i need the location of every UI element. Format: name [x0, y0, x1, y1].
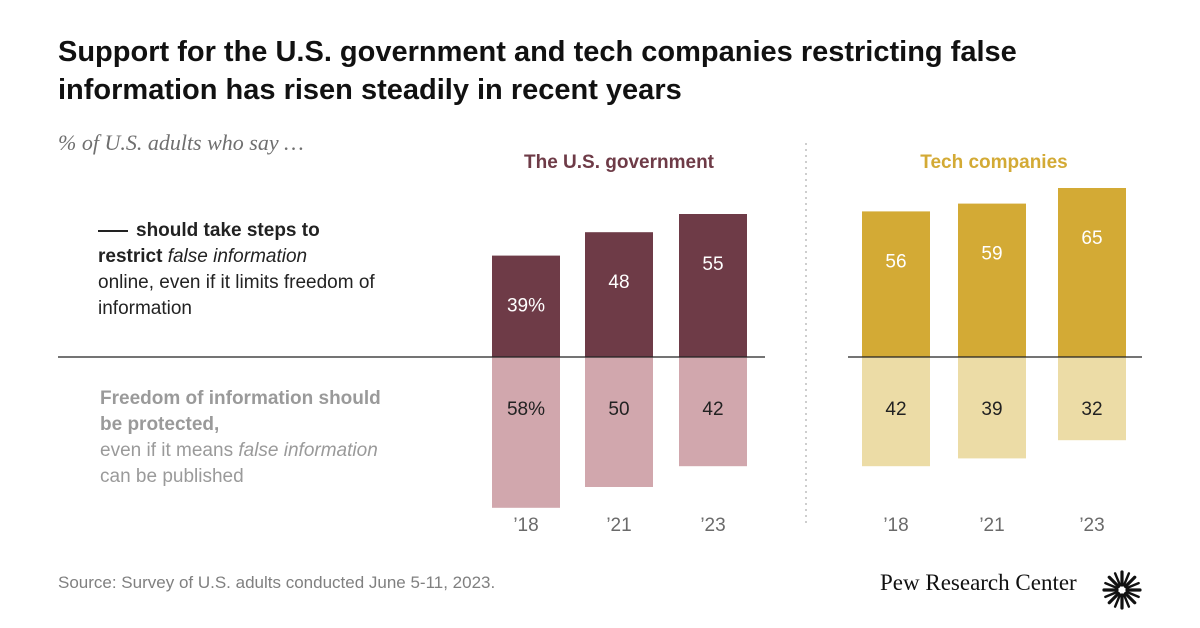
label-protect-gov-1: 50: [608, 399, 629, 420]
blank-line: [98, 230, 128, 232]
logo-ray: [1113, 593, 1122, 608]
logo-ray: [1113, 572, 1122, 587]
bar-protect-tech-1: [958, 357, 1026, 459]
logo-ray: [1122, 593, 1131, 608]
label-restrict-tech-2: 65: [1081, 228, 1102, 249]
bar-restrict-tech-2: [1058, 188, 1126, 357]
label-protect-gov-2: 42: [702, 399, 723, 420]
restrict-bold: restrict: [98, 246, 163, 267]
logo-ray: [1123, 575, 1137, 589]
logo-ray: [1107, 591, 1121, 605]
bar-restrict-gov-2: [679, 214, 747, 357]
label-protect-tech-2: 32: [1081, 399, 1102, 420]
protect-post: can be published: [100, 466, 244, 487]
bar-protect-gov-1: [585, 357, 653, 487]
restrict-prefix: should take steps to: [136, 220, 320, 241]
bar-restrict-tech-0: [862, 211, 930, 357]
source-note: Source: Survey of U.S. adults conducted …: [58, 573, 496, 592]
logo-ray: [1125, 590, 1140, 599]
x-tick-tech-1: ’21: [979, 515, 1004, 536]
protect-label: Freedom of information should be protect…: [100, 386, 400, 490]
protect-pre: even if it means: [100, 440, 234, 461]
logo-ray: [1125, 581, 1140, 590]
logo-ray: [1122, 572, 1131, 587]
restrict-label: should take steps to restrict false info…: [98, 218, 398, 322]
bar-restrict-gov-1: [585, 232, 653, 357]
label-restrict-tech-0: 56: [885, 251, 906, 272]
logo-ray: [1123, 591, 1137, 605]
label-restrict-gov-0: 39%: [507, 296, 545, 317]
chart-title: Support for the U.S. government and tech…: [58, 36, 1017, 106]
x-tick-tech-2: ’23: [1079, 515, 1104, 536]
label-protect-tech-1: 39: [981, 399, 1002, 420]
bar-restrict-gov-0: [492, 255, 560, 357]
protect-italic: false information: [238, 440, 378, 461]
x-tick-gov-1: ’21: [606, 515, 631, 536]
logo-ray: [1107, 575, 1121, 589]
panel-title-gov: The U.S. government: [524, 152, 715, 173]
label-protect-gov-0: 58%: [507, 399, 545, 420]
pew-logo-icon: [1102, 570, 1142, 610]
logo-ray: [1104, 590, 1119, 599]
bar-protect-tech-2: [1058, 357, 1126, 441]
x-tick-gov-2: ’23: [700, 515, 725, 536]
bar-restrict-tech-1: [958, 203, 1026, 357]
label-restrict-tech-1: 59: [981, 244, 1002, 265]
panel-title-tech: Tech companies: [920, 152, 1067, 173]
label-restrict-gov-1: 48: [608, 272, 629, 293]
restrict-italic: false information: [167, 246, 308, 267]
label-protect-tech-0: 42: [885, 399, 906, 420]
restrict-rest: online, even if it limits freedom of inf…: [98, 272, 375, 319]
logo-ray: [1104, 581, 1119, 590]
x-tick-gov-0: ’18: [513, 515, 538, 536]
bar-protect-gov-2: [679, 357, 747, 467]
pew-logo-text: Pew Research Center: [880, 570, 1077, 595]
x-tick-tech-0: ’18: [883, 515, 908, 536]
bar-protect-gov-0: [492, 357, 560, 508]
protect-bold: Freedom of information should be protect…: [100, 388, 381, 435]
bar-protect-tech-0: [862, 357, 930, 467]
chart-subtitle: % of U.S. adults who say …: [58, 130, 304, 155]
label-restrict-gov-2: 55: [702, 254, 723, 275]
